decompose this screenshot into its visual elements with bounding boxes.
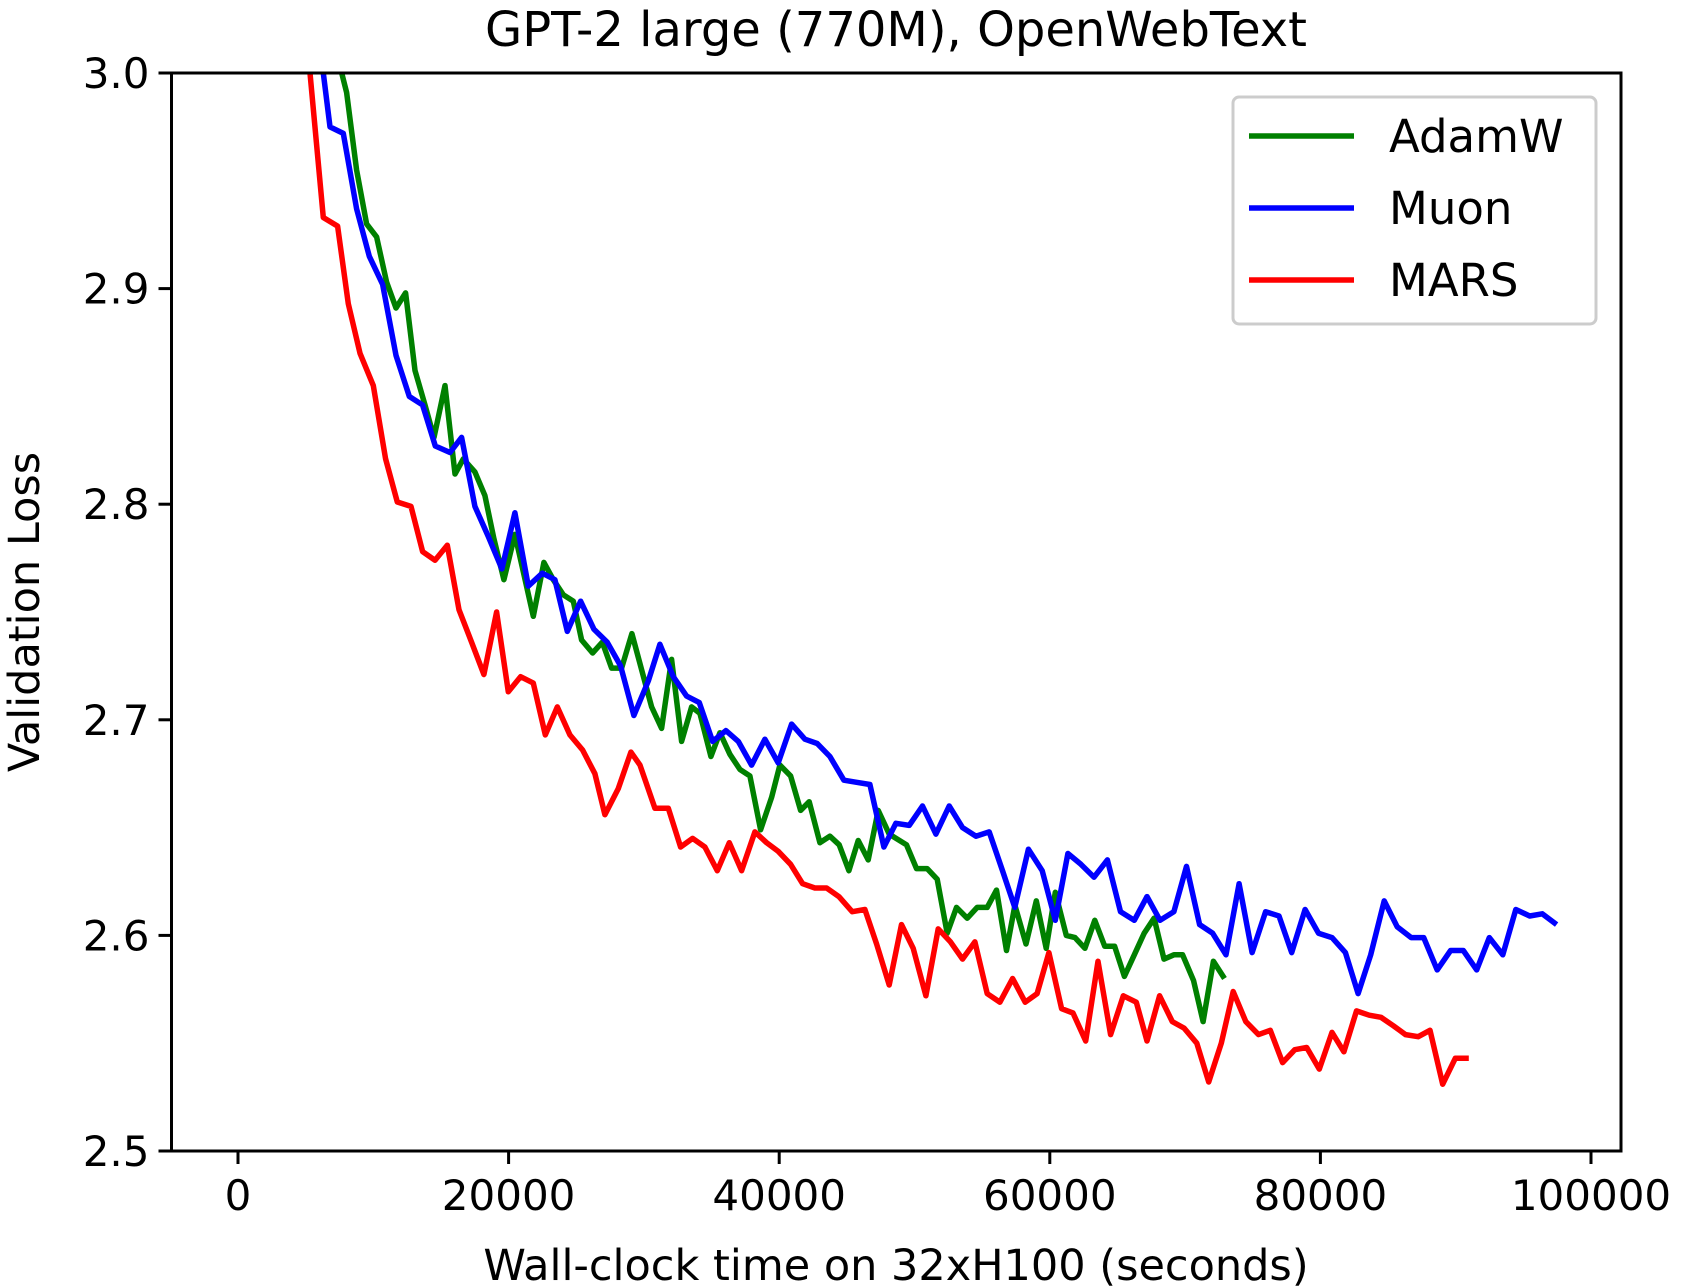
y-tick-label: 2.9 xyxy=(83,265,150,314)
plot-frame xyxy=(170,71,1623,1153)
x-tick-label: 40000 xyxy=(712,1171,846,1220)
x-axis-label: Wall-clock time on 32xH100 (seconds) xyxy=(483,1241,1308,1288)
y-tick-label: 2.8 xyxy=(83,480,150,529)
chart-title: GPT-2 large (770M), OpenWebText xyxy=(485,2,1307,58)
series-line-muon xyxy=(320,73,1559,997)
legend-box xyxy=(1231,95,1598,326)
x-tick-label: 20000 xyxy=(442,1171,576,1220)
y-tick-label: 2.7 xyxy=(83,696,150,745)
legend-label-muon: Muon xyxy=(1389,182,1512,235)
legend: AdamW Muon MARS xyxy=(1231,95,1598,326)
y-tick-label: 3.0 xyxy=(83,49,150,98)
y-tick-label: 2.6 xyxy=(83,911,150,960)
series-layer xyxy=(307,73,1559,1087)
x-tick-label: 0 xyxy=(225,1171,252,1220)
y-axis: 2.5 2.6 2.7 2.8 2.9 3.0 xyxy=(83,49,172,1176)
y-axis-label: Validation Loss xyxy=(0,452,50,772)
x-tick-label: 100000 xyxy=(1511,1171,1671,1220)
x-axis: 0 20000 40000 60000 80000 100000 xyxy=(225,1151,1671,1220)
legend-label-adamw: AdamW xyxy=(1389,110,1563,163)
x-tick-label: 80000 xyxy=(1254,1171,1388,1220)
series-line-adamw xyxy=(339,73,1227,1025)
x-tick-label: 60000 xyxy=(983,1171,1117,1220)
legend-label-mars: MARS xyxy=(1389,254,1518,307)
series-line-mars xyxy=(307,73,1469,1087)
y-tick-label: 2.5 xyxy=(83,1127,150,1176)
